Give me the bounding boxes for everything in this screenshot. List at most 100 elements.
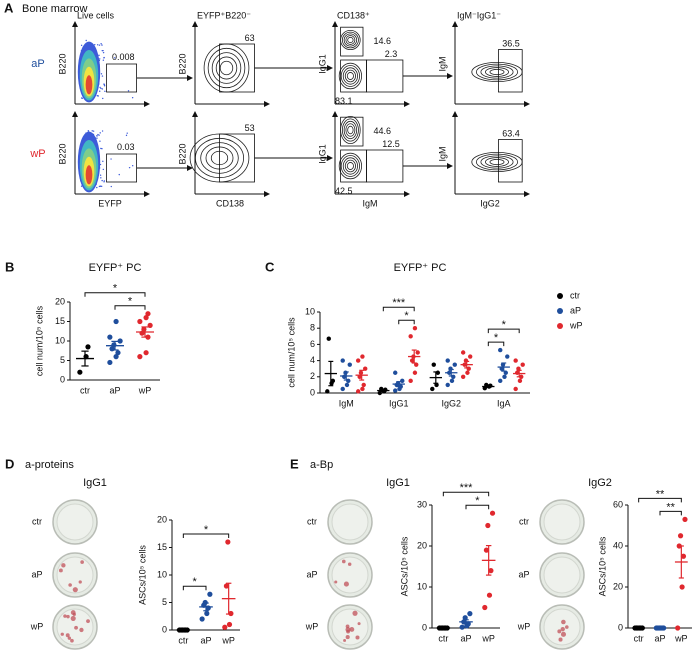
- gate-value: 0.03: [117, 142, 135, 152]
- flow-event: [99, 132, 101, 134]
- significance-bracket: [84, 292, 146, 297]
- flow-event: [99, 58, 101, 60]
- gate-value: 83.1: [335, 96, 353, 106]
- significance-label: *: [502, 319, 507, 331]
- data-point: [400, 378, 405, 384]
- panel-title: Bone marrow: [22, 3, 87, 15]
- flow-event: [100, 87, 102, 90]
- gate: [340, 116, 364, 147]
- flow-event: [80, 44, 83, 47]
- flow-event: [102, 59, 105, 61]
- y-axis-label: B220: [57, 53, 67, 74]
- data-point: [679, 584, 685, 590]
- data-point: [412, 370, 418, 375]
- chart-title: EYFP⁺ PC: [89, 262, 142, 274]
- row-label: aP: [31, 58, 44, 70]
- data-point: [340, 386, 345, 392]
- flow-event: [80, 185, 83, 187]
- panel-letter: E: [290, 456, 299, 471]
- flow-density: [85, 165, 93, 185]
- flow-density: [340, 65, 360, 87]
- x-tick-label: ctr: [438, 633, 448, 643]
- flow-density: [344, 69, 356, 83]
- plate-spot: [355, 635, 360, 640]
- flow-event: [99, 86, 101, 89]
- y-axis-label: IgG1: [317, 54, 327, 74]
- plate-spot: [334, 580, 338, 584]
- flow-density: [85, 75, 93, 95]
- plate-spot: [346, 629, 350, 634]
- flow-density: [344, 159, 356, 173]
- flow-density: [341, 118, 359, 142]
- gate-value: 63.4: [502, 128, 520, 138]
- y-axis-label: ASCs/10⁵ cells: [399, 536, 409, 596]
- significance-bracket: [442, 491, 490, 497]
- gate: [366, 149, 404, 183]
- data-point: [445, 382, 450, 388]
- flow-event: [81, 97, 84, 99]
- flow-event: [92, 130, 95, 132]
- data-point: [347, 362, 352, 367]
- y-tick-label: 15: [157, 542, 167, 552]
- data-point: [115, 350, 121, 356]
- flow-density: [343, 120, 358, 140]
- data-point: [430, 386, 435, 392]
- gate: [366, 59, 404, 93]
- data-point: [465, 370, 470, 375]
- data-point: [415, 350, 420, 355]
- y-tick-label: 5: [162, 597, 167, 607]
- data-point: [520, 362, 525, 367]
- chart-title: IgG2: [588, 477, 612, 489]
- gate-value: 12.5: [382, 139, 400, 149]
- data-point: [409, 358, 415, 363]
- flow-event: [96, 44, 99, 46]
- plate-inner: [331, 608, 369, 646]
- plate-label: wP: [30, 621, 44, 631]
- flow-density: [485, 67, 509, 77]
- x-tick-label: aP: [200, 635, 211, 645]
- data-point: [145, 311, 151, 317]
- flow-event: [131, 165, 134, 167]
- data-point: [226, 621, 233, 628]
- flow-density: [347, 125, 354, 135]
- data-point: [408, 334, 413, 339]
- flow-event: [85, 39, 87, 42]
- x-tick-label: ctr: [634, 633, 644, 643]
- flow-density: [340, 155, 360, 177]
- plate-spot: [561, 619, 566, 625]
- x-axis-label: IgG2: [480, 198, 500, 208]
- data-point: [107, 359, 113, 366]
- y-tick-label: 2: [310, 371, 315, 381]
- plate-spot: [345, 635, 350, 640]
- data-point: [463, 358, 469, 363]
- flow-density: [215, 56, 238, 80]
- flow-event: [127, 90, 130, 92]
- data-point: [207, 591, 213, 597]
- data-point: [517, 378, 523, 384]
- data-point: [502, 374, 507, 379]
- plate-spot: [68, 583, 72, 587]
- significance-label: *: [113, 283, 118, 295]
- data-point: [107, 334, 113, 340]
- x-axis-label: EYFP: [98, 198, 122, 208]
- chart-title: IgG1: [386, 477, 410, 489]
- y-axis-label: B220: [177, 53, 187, 74]
- plate-spot: [557, 629, 562, 634]
- plate-spot: [60, 632, 64, 636]
- data-point: [431, 362, 436, 367]
- y-axis-label: IgG1: [317, 144, 327, 164]
- y-tick-label: 0: [310, 387, 315, 397]
- flow-density: [489, 158, 505, 166]
- flow-event: [101, 130, 104, 132]
- data-point: [355, 358, 361, 363]
- flow-event: [100, 185, 103, 188]
- flow-event: [114, 57, 116, 59]
- plate-spot: [66, 614, 70, 619]
- flow-event: [96, 186, 98, 189]
- panel-subtitle: a-Bp: [310, 459, 333, 471]
- data-point: [682, 516, 688, 522]
- y-tick-label: 20: [613, 581, 623, 591]
- y-tick-label: 15: [55, 316, 65, 326]
- data-point: [393, 370, 398, 375]
- plate-label: aP: [31, 569, 42, 579]
